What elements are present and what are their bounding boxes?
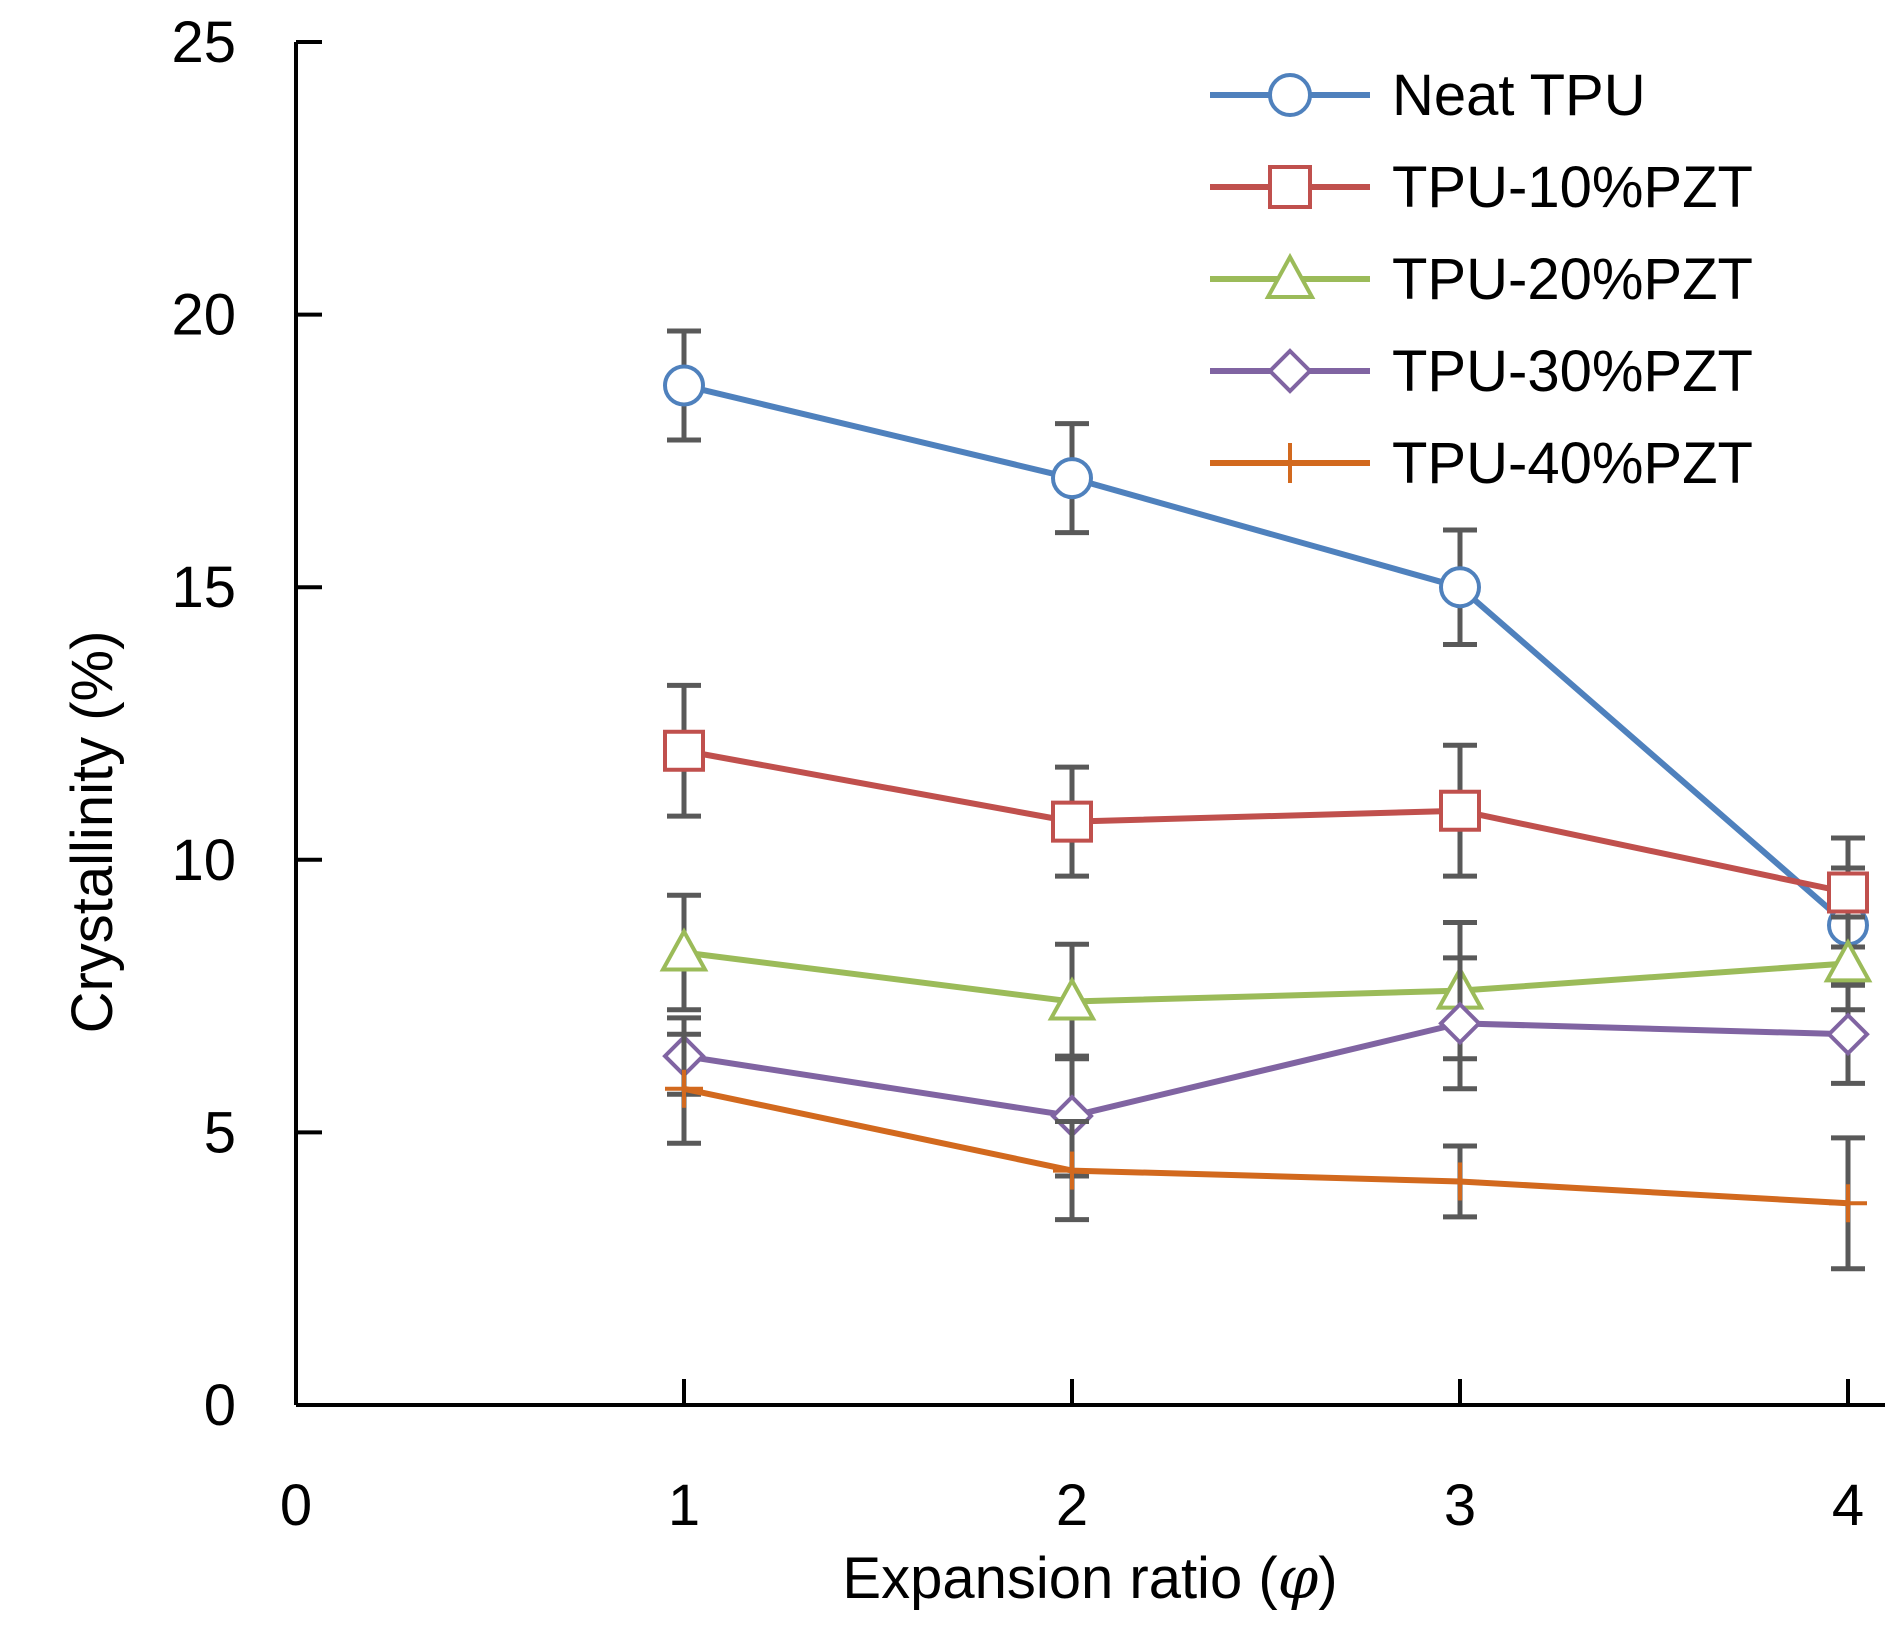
legend-swatch-marker [1268, 165, 1312, 209]
legend-label: TPU-20%PZT [1392, 247, 1753, 312]
y-tick-label: 25 [171, 10, 236, 75]
series-line [683, 1085, 1849, 1207]
data-point [1829, 1184, 1867, 1223]
x-tick-label: 0 [280, 1473, 312, 1538]
legend-entry-3: TPU-30%PZT [1210, 339, 1753, 404]
data-point [1051, 800, 1093, 843]
data-point [1047, 976, 1097, 1021]
series-1 [663, 682, 1869, 950]
data-point [663, 729, 705, 772]
series-line [683, 1020, 1849, 1120]
data-point [1441, 1162, 1479, 1201]
series-4 [665, 1031, 1867, 1272]
y-axis-title: Crystallinity (%) [60, 631, 125, 1034]
series-0 [663, 328, 1869, 985]
x-tick-label: 3 [1444, 1473, 1476, 1538]
data-point [1827, 871, 1869, 914]
legend-label: Neat TPU [1392, 63, 1646, 128]
x-axis-title-close: ) [1318, 1546, 1337, 1611]
legend-label: TPU-30%PZT [1392, 339, 1753, 404]
legend-label: TPU-40%PZT [1392, 431, 1753, 496]
data-point [1439, 566, 1481, 609]
y-tick-label: 5 [204, 1100, 236, 1165]
legend-swatch-marker [1264, 252, 1316, 299]
data-point [659, 927, 709, 972]
series-line [683, 949, 1849, 1005]
legend-swatch-marker [1267, 348, 1313, 394]
legend-swatch-marker [1268, 73, 1312, 117]
x-axis-title-symbol: φ [1278, 1544, 1319, 1612]
axes: 0 5 10 15 20 25 0 1 2 3 4 [171, 10, 1885, 1538]
y-tick-label: 0 [204, 1373, 236, 1438]
x-tick-label: 4 [1832, 1473, 1864, 1538]
legend: Neat TPU TPU-10%PZT TPU-20%PZT TPU-30%PZT TP… [1210, 63, 1753, 496]
series-line [683, 382, 1850, 928]
data-point [663, 364, 705, 407]
legend-entry-0: Neat TPU [1210, 63, 1646, 128]
data-point [1439, 789, 1481, 832]
y-tick-label: 10 [171, 828, 236, 893]
data-point [665, 1069, 703, 1108]
series-line [683, 747, 1849, 896]
legend-label: TPU-10%PZT [1392, 155, 1753, 220]
series-2 [659, 892, 1873, 1062]
y-tick-label: 20 [171, 283, 236, 348]
legend-entry-1: TPU-10%PZT [1210, 155, 1753, 220]
legend-swatch-marker [1270, 443, 1310, 483]
x-tick-label: 1 [668, 1473, 700, 1538]
data-point [1826, 1012, 1870, 1057]
data-point [1438, 1001, 1482, 1046]
legend-entry-4: TPU-40%PZT [1210, 431, 1753, 496]
x-axis-title-text: Expansion ratio ( [842, 1546, 1277, 1611]
y-tick-label: 15 [171, 555, 236, 620]
data-point [1051, 457, 1093, 500]
series-3 [662, 955, 1870, 1179]
x-axis-title: Expansion ratio (φ) [842, 1544, 1337, 1612]
x-tick-label: 2 [1056, 1473, 1088, 1538]
data-point [1053, 1151, 1091, 1190]
legend-entry-2: TPU-20%PZT [1210, 247, 1753, 312]
data-point [1823, 938, 1873, 983]
series-layer [659, 328, 1873, 1272]
